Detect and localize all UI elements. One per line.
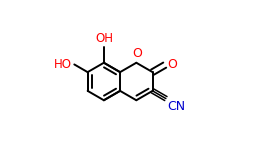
Text: O: O: [167, 58, 177, 71]
Text: HO: HO: [54, 58, 72, 71]
Text: O: O: [132, 47, 142, 60]
Text: OH: OH: [96, 32, 114, 45]
Text: CN: CN: [168, 100, 186, 113]
